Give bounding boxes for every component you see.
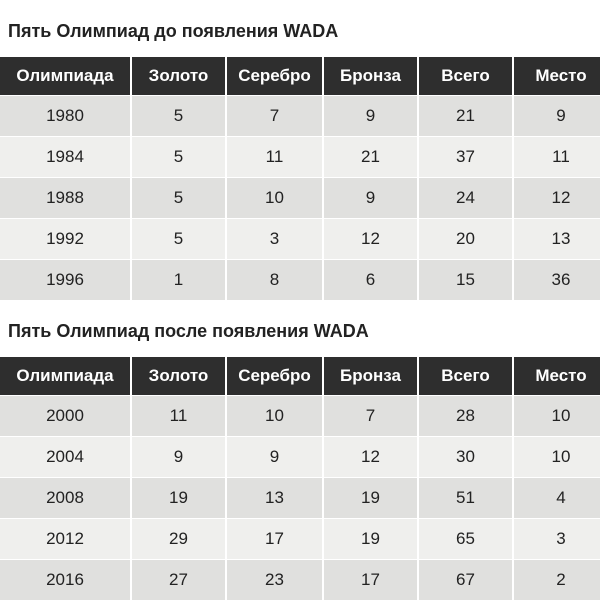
table-row: 2016 27 23 17 67 2 <box>0 560 600 600</box>
header-cell: Бронза <box>324 357 417 395</box>
table-cell: 10 <box>227 178 322 218</box>
table-cell: 9 <box>324 178 417 218</box>
table-cell: 65 <box>419 519 512 559</box>
table-cell: 12 <box>324 437 417 477</box>
table-cell: 5 <box>132 137 225 177</box>
table-cell: 67 <box>419 560 512 600</box>
table-cell: 2008 <box>0 478 130 518</box>
medal-table: Олимпиада Золото Серебро Бронза Всего Место 20… <box>0 356 600 601</box>
table-cell: 1 <box>132 260 225 300</box>
table-cell: 5 <box>132 219 225 259</box>
table-row: 1988 5 10 9 24 12 <box>0 178 600 218</box>
table-cell: 8 <box>227 260 322 300</box>
table-cell: 9 <box>324 96 417 136</box>
table-cell: 21 <box>419 96 512 136</box>
table-cell: 2 <box>514 560 600 600</box>
table-cell: 5 <box>132 96 225 136</box>
table-section: Пять Олимпиад до появления WADA Олимпиада… <box>0 18 600 301</box>
table-cell: 1996 <box>0 260 130 300</box>
table-cell: 13 <box>514 219 600 259</box>
table-cell: 17 <box>324 560 417 600</box>
table-cell: 9 <box>132 437 225 477</box>
table-cell: 7 <box>227 96 322 136</box>
table-cell: 1988 <box>0 178 130 218</box>
header-cell: Олимпиада <box>0 57 130 95</box>
header-cell: Место <box>514 57 600 95</box>
header-cell: Серебро <box>227 57 322 95</box>
table-cell: 6 <box>324 260 417 300</box>
table-cell: 11 <box>132 396 225 436</box>
table-cell: 51 <box>419 478 512 518</box>
table-cell: 4 <box>514 478 600 518</box>
table-cell: 1984 <box>0 137 130 177</box>
table-title: Пять Олимпиад после появления WADA <box>8 321 369 341</box>
table-row: 2012 29 17 19 65 3 <box>0 519 600 559</box>
table-cell: 27 <box>132 560 225 600</box>
table-cell: 12 <box>514 178 600 218</box>
medal-table: Олимпиада Золото Серебро Бронза Всего Место 19… <box>0 56 600 301</box>
table-cell: 28 <box>419 396 512 436</box>
table-cell: 11 <box>514 137 600 177</box>
table-head: Олимпиада Золото Серебро Бронза Всего Место <box>0 57 600 95</box>
table-section: Пять Олимпиад после появления WADA Олимпи… <box>0 318 600 601</box>
table-cell: 36 <box>514 260 600 300</box>
header-cell: Всего <box>419 357 512 395</box>
table-cell: 7 <box>324 396 417 436</box>
header-cell: Серебро <box>227 357 322 395</box>
table-cell: 24 <box>419 178 512 218</box>
table-row: 1984 5 11 21 37 11 <box>0 137 600 177</box>
table-body: 2000 11 10 7 28 10 2004 9 9 12 30 10 2008 19 13 19 51 4 20… <box>0 396 600 600</box>
table-cell: 15 <box>419 260 512 300</box>
table-cell: 17 <box>227 519 322 559</box>
table-row: 2000 11 10 7 28 10 <box>0 396 600 436</box>
table-cell: 13 <box>227 478 322 518</box>
table-cell: 9 <box>227 437 322 477</box>
table-cell: 2000 <box>0 396 130 436</box>
table-cell: 10 <box>514 437 600 477</box>
table-cell: 1980 <box>0 96 130 136</box>
header-cell: Золото <box>132 57 225 95</box>
table-cell: 2016 <box>0 560 130 600</box>
header-cell: Олимпиада <box>0 357 130 395</box>
header-cell: Бронза <box>324 57 417 95</box>
table-row: 1980 5 7 9 21 9 <box>0 96 600 136</box>
table-cell: 10 <box>227 396 322 436</box>
table-row: 2008 19 13 19 51 4 <box>0 478 600 518</box>
table-cell: 3 <box>227 219 322 259</box>
table-row: 1996 1 8 6 15 36 <box>0 260 600 300</box>
table-cell: 10 <box>514 396 600 436</box>
table-cell: 3 <box>514 519 600 559</box>
table-title: Пять Олимпиад до появления WADA <box>8 21 339 41</box>
table-cell: 11 <box>227 137 322 177</box>
table-cell: 12 <box>324 219 417 259</box>
table-cell: 23 <box>227 560 322 600</box>
header-row: Олимпиада Золото Серебро Бронза Всего Место <box>0 357 600 395</box>
table-cell: 37 <box>419 137 512 177</box>
header-row: Олимпиада Золото Серебро Бронза Всего Место <box>0 57 600 95</box>
table-cell: 19 <box>324 478 417 518</box>
table-cell: 2012 <box>0 519 130 559</box>
table-cell: 1992 <box>0 219 130 259</box>
table-cell: 29 <box>132 519 225 559</box>
table-body: 1980 5 7 9 21 9 1984 5 11 21 37 11 1988 5 10 9 24 12 1992 5… <box>0 96 600 300</box>
table-cell: 9 <box>514 96 600 136</box>
table-cell: 19 <box>324 519 417 559</box>
table-cell: 20 <box>419 219 512 259</box>
header-cell: Всего <box>419 57 512 95</box>
header-cell: Место <box>514 357 600 395</box>
table-cell: 19 <box>132 478 225 518</box>
table-cell: 5 <box>132 178 225 218</box>
table-row: 1992 5 3 12 20 13 <box>0 219 600 259</box>
table-cell: 21 <box>324 137 417 177</box>
table-cell: 2004 <box>0 437 130 477</box>
table-cell: 30 <box>419 437 512 477</box>
header-cell: Золото <box>132 357 225 395</box>
table-head: Олимпиада Золото Серебро Бронза Всего Место <box>0 357 600 395</box>
table-row: 2004 9 9 12 30 10 <box>0 437 600 477</box>
